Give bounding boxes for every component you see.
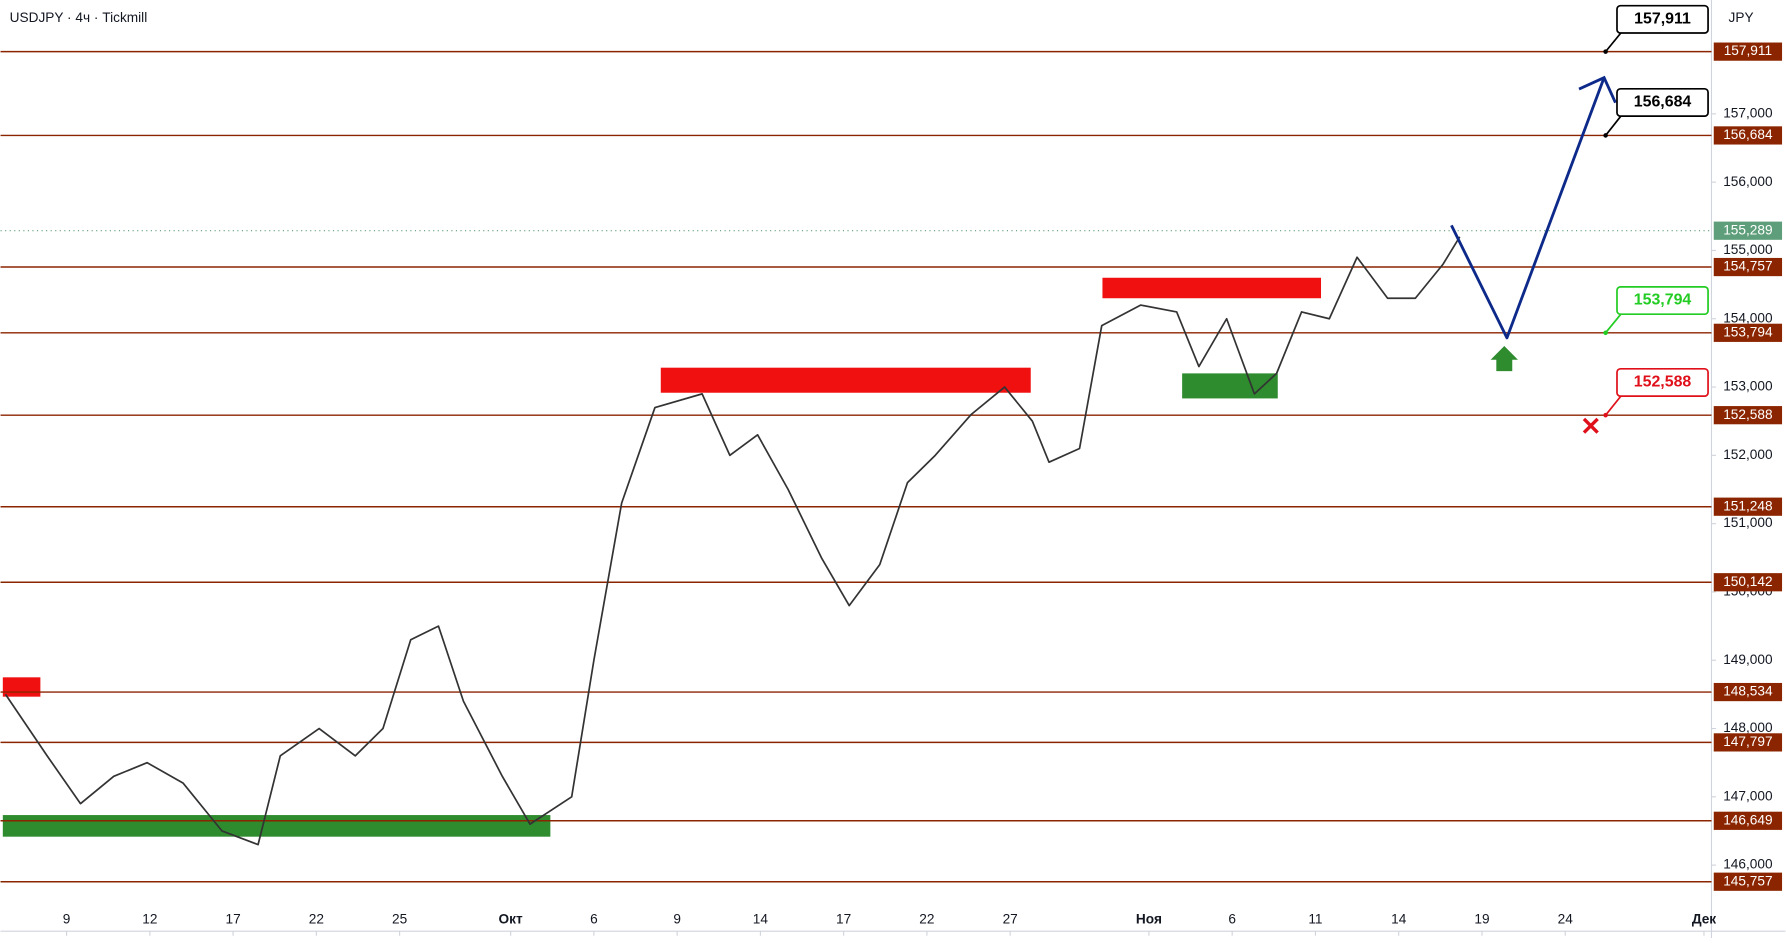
level-label-box: [1713, 323, 1783, 342]
y-tick-label: 151,000: [1723, 515, 1773, 530]
level-label: 150,142: [1723, 574, 1772, 589]
level-label-box: [1713, 733, 1783, 752]
level-label-box: [1713, 872, 1783, 891]
callout-box: [1616, 4, 1709, 34]
x-tick-label: 24: [1558, 911, 1574, 926]
y-tick-label: 155,000: [1723, 242, 1773, 257]
x-tick-label: 22: [919, 911, 934, 926]
level-label-box: [1713, 573, 1783, 592]
level-label: 151,248: [1723, 498, 1772, 513]
level-label: 146,649: [1723, 812, 1772, 827]
level-label-box: [1713, 126, 1783, 145]
y-tick-label: 153,000: [1723, 379, 1773, 394]
level-label-box: [1713, 42, 1783, 61]
resistance-zone: [660, 367, 1031, 393]
level-label-box: [1713, 406, 1783, 425]
y-tick-label: 157,000: [1723, 105, 1773, 120]
current-price-label: 155,289: [1723, 222, 1772, 237]
y-tick-label: 146,000: [1723, 857, 1773, 872]
level-label-box: [1713, 257, 1783, 277]
x-tick-label: 9: [673, 911, 681, 926]
support-zone: [2, 815, 551, 837]
resistance-zone: [2, 677, 41, 697]
level-label-box: [1713, 811, 1783, 830]
y-tick-label: 148,000: [1723, 720, 1773, 735]
level-label-box: [1713, 682, 1783, 702]
x-tick-label: 6: [590, 911, 598, 926]
callout-anchor: [1603, 133, 1608, 138]
callout-pointer: [1604, 393, 1624, 416]
y-tick-label: 152,000: [1723, 447, 1773, 462]
current-price-box: [1713, 221, 1783, 240]
projection-path: [1450, 77, 1606, 340]
callout-label: 152,588: [1634, 374, 1692, 391]
level-label: 154,757: [1723, 259, 1772, 274]
x-tick-label: Дек: [1692, 911, 1716, 926]
x-tick-label: Ноя: [1136, 911, 1162, 926]
callout-label: 153,794: [1634, 292, 1692, 309]
currency-label: JPY: [1729, 10, 1754, 25]
x-tick-label: 14: [753, 911, 769, 926]
level-label: 148,534: [1723, 684, 1773, 699]
y-tick-label: 154,000: [1723, 310, 1773, 325]
callout-box: [1616, 286, 1709, 316]
signal-marks: [1490, 346, 1599, 434]
x-tick-label: 27: [1003, 911, 1018, 926]
x-tick-label: Окт: [499, 911, 523, 926]
x-tick-label: 12: [142, 911, 157, 926]
buy-arrow: [1490, 346, 1518, 372]
chart-title: USDJPY · 4ч · Tickmill: [10, 10, 148, 25]
resistance-zone: [1102, 277, 1322, 299]
level-label: 156,684: [1723, 127, 1773, 142]
callout-pointer: [1604, 113, 1624, 136]
x-tick-label: 19: [1474, 911, 1489, 926]
callout-anchor: [1603, 330, 1608, 336]
level-label: 153,794: [1723, 324, 1773, 339]
callout-label: 156,684: [1634, 94, 1692, 111]
level-label: 147,797: [1723, 734, 1772, 749]
callout-pointer: [1604, 311, 1624, 334]
x-tick-label: 11: [1308, 911, 1322, 926]
level-label: 145,757: [1723, 873, 1772, 888]
x-tick-label: 17: [225, 911, 240, 926]
callout-label: 157,911: [1634, 11, 1691, 28]
level-label-box: [1713, 497, 1783, 516]
x-tick-label: 25: [392, 911, 408, 926]
x-tick-label: 6: [1228, 911, 1236, 926]
y-tick-label: 156,000: [1723, 174, 1773, 189]
callout-box: [1616, 87, 1709, 117]
price-line: [4, 236, 1461, 846]
x-tick-label: 22: [309, 911, 324, 926]
y-tick-label: 147,000: [1723, 788, 1773, 803]
projection-arrowhead: [1578, 75, 1617, 104]
callout-anchor: [1603, 412, 1608, 418]
callout-box: [1616, 367, 1709, 397]
x-tick-label: 9: [63, 911, 71, 926]
y-tick-label: 149,000: [1723, 652, 1773, 667]
level-label: 152,588: [1723, 407, 1772, 422]
stop-cross: [1582, 417, 1599, 434]
zones: [2, 277, 1322, 837]
x-tick-label: 14: [1391, 911, 1407, 926]
callout-pointer: [1604, 30, 1624, 53]
x-tick-label: 17: [836, 911, 851, 926]
callout-anchor: [1603, 49, 1608, 54]
level-label: 157,911: [1724, 43, 1772, 58]
